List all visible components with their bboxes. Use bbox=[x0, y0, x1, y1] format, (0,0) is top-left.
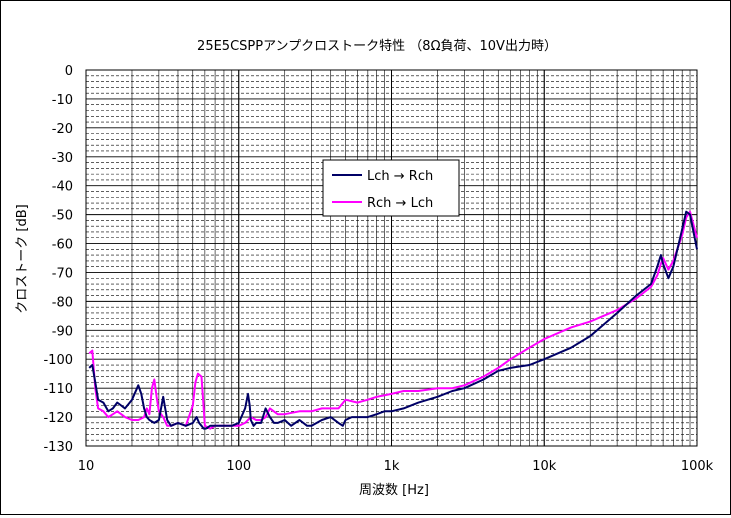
y-tick-label: -70 bbox=[52, 266, 73, 281]
y-tick-label: -80 bbox=[52, 295, 73, 310]
series-layer bbox=[88, 210, 698, 430]
y-tick-label: -120 bbox=[43, 411, 73, 426]
legend-label-rch-to-lch: Rch → Lch bbox=[367, 196, 433, 211]
y-axis-ticks: 0 -10 -20 -30 -40 -50 -60 -70 -80 -90 -100 -110 -120… bbox=[43, 64, 73, 455]
x-axis-ticks: 10 100 1k 10k 100k bbox=[78, 459, 714, 474]
y-tick-label: -110 bbox=[43, 382, 73, 397]
x-tick-label: 10k bbox=[532, 459, 557, 474]
series-line-lch-to-rch bbox=[88, 210, 698, 430]
y-tick-label: -40 bbox=[52, 180, 73, 195]
y-tick-label: -60 bbox=[52, 238, 73, 253]
y-tick-label: -100 bbox=[43, 353, 73, 368]
y-tick-label: -30 bbox=[52, 151, 73, 166]
y-axis-label: クロストーク [dB] bbox=[15, 204, 30, 313]
chart-title: 25E5CSPPアンプクロストーク特性 （8Ω負荷、10V出力時） bbox=[197, 39, 557, 54]
x-axis-label: 周波数 [Hz] bbox=[359, 483, 429, 498]
y-tick-label: -20 bbox=[52, 122, 73, 137]
legend-label-lch-to-rch: Lch → Rch bbox=[367, 169, 433, 184]
y-tick-label: -50 bbox=[52, 209, 73, 224]
y-tick-label: -130 bbox=[43, 440, 73, 455]
legend: Lch → Rch Rch → Lch bbox=[322, 159, 460, 217]
y-tick-label: 0 bbox=[65, 64, 73, 79]
legend-box bbox=[322, 159, 460, 217]
x-tick-label: 10 bbox=[78, 459, 95, 474]
x-tick-label: 100k bbox=[681, 459, 714, 474]
x-tick-label: 100 bbox=[226, 459, 251, 474]
y-tick-label: -90 bbox=[52, 324, 73, 339]
x-tick-label: 1k bbox=[384, 459, 400, 474]
y-tick-label: -10 bbox=[52, 93, 73, 108]
